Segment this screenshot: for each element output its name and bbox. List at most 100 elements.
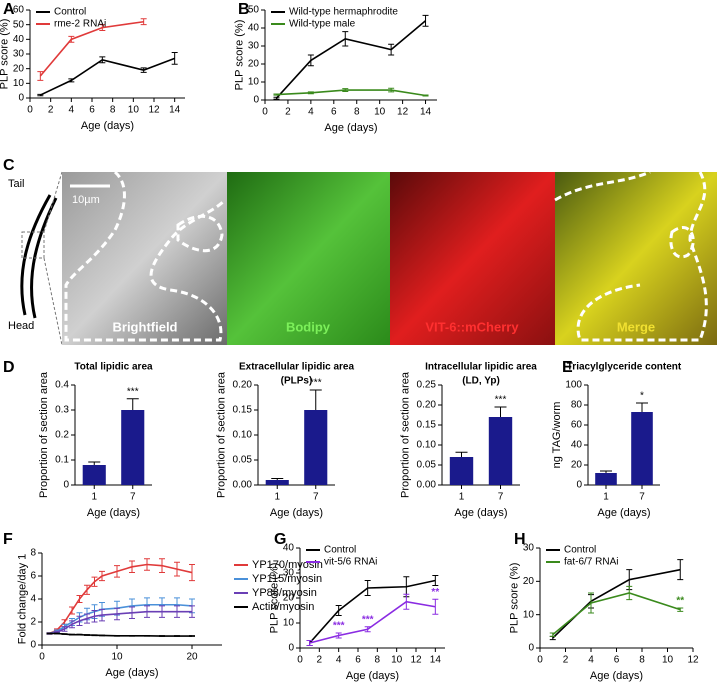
panel-label: C (3, 157, 15, 174)
image-label: Bodipy (286, 319, 331, 334)
error-bar (99, 24, 106, 32)
y-tick-label: 0.05 (233, 455, 253, 466)
y-tick-label: 2 (30, 617, 36, 628)
x-tick-label: 12 (397, 107, 409, 118)
error-bar (307, 54, 314, 67)
y-tick-label: 10 (523, 609, 535, 620)
x-tick-label: 2 (285, 107, 291, 118)
x-axis-label: Age (days) (454, 507, 507, 519)
x-tick-label: 10 (111, 652, 123, 663)
legend-label: Control (324, 545, 356, 556)
panel-c: C Tail Head 10µm Brightfield Bodipy VIT-… (3, 157, 717, 346)
x-tick-label: 1 (603, 492, 609, 503)
error-bar (342, 31, 349, 47)
y-axis-label: PLP score (%) (269, 563, 281, 634)
legend-label: YP88/myosin (252, 587, 317, 599)
error-bar (54, 632, 60, 635)
error-bar (99, 634, 105, 637)
error-bar (335, 605, 342, 616)
y-tick-label: 20 (283, 593, 295, 604)
bar (449, 457, 474, 485)
error-bar (271, 478, 284, 480)
error-bar (403, 593, 410, 610)
legend-label: Wild-type hermaphrodite (289, 7, 398, 18)
error-bar (342, 88, 349, 93)
y-tick-label: 0.3 (55, 405, 69, 416)
y-axis-label: Proportion of section area (216, 371, 228, 498)
y-tick-label: 0.10 (417, 440, 437, 451)
y-axis-label: Proportion of section area (38, 371, 50, 498)
error-bar (174, 561, 180, 577)
error-bar (91, 634, 98, 637)
x-tick-label: 8 (110, 105, 116, 116)
y-tick-label: 0.05 (417, 460, 437, 471)
x-tick-label: 14 (430, 655, 442, 666)
error-bar (114, 634, 120, 637)
x-tick-label: 0 (262, 107, 268, 118)
y-tick-label: 30 (248, 41, 260, 52)
error-bar (76, 615, 83, 626)
error-bar (159, 558, 165, 574)
y-tick-label: 0.00 (233, 480, 253, 491)
error-bar (140, 18, 147, 26)
y-tick-label: 0.4 (55, 380, 69, 391)
error-bar (140, 67, 147, 73)
error-bar (636, 402, 648, 412)
error-bar (99, 570, 105, 582)
x-axis-label: Age (days) (270, 507, 323, 519)
error-bar (600, 470, 612, 473)
x-tick-label: 4 (308, 107, 314, 118)
y-tick-label: 0 (576, 480, 582, 491)
y-tick-label: 0 (18, 93, 24, 104)
y-tick-label: 100 (565, 380, 582, 391)
error-bar (189, 605, 195, 618)
significance: * (640, 391, 644, 402)
error-bar (69, 633, 75, 636)
x-axis-label: Age (days) (87, 507, 140, 519)
bar (265, 480, 289, 485)
x-tick-label: 8 (639, 655, 645, 666)
x-tick-label: 1 (274, 492, 280, 503)
y-axis-label: ng TAG/worm (551, 402, 563, 469)
x-tick-label: 10 (662, 655, 674, 666)
error-bar (588, 592, 594, 614)
legend-label: Wild-type male (289, 19, 356, 30)
y-axis-label: PLP score (%) (0, 19, 11, 90)
error-bar (364, 626, 371, 633)
y-tick-label: 60 (571, 420, 583, 431)
zoom-lines (43, 171, 63, 346)
y-axis-label: PLP score (%) (234, 20, 246, 91)
x-tick-label: 10 (391, 655, 403, 666)
error-bar (174, 635, 180, 637)
series-line (275, 20, 427, 99)
outlines (64, 170, 708, 342)
error-bar (422, 94, 429, 97)
x-tick-label: 14 (169, 105, 181, 116)
y-tick-label: 40 (13, 34, 25, 45)
y-tick-label: 40 (571, 440, 583, 451)
bar (121, 410, 145, 485)
chart-title: Intracellular lipidic area (425, 362, 537, 373)
error-bar (432, 598, 439, 615)
series-line (309, 579, 436, 644)
significance: ** (431, 587, 439, 598)
series-line (552, 592, 681, 636)
error-bar (171, 52, 178, 65)
y-tick-label: 20 (248, 59, 260, 70)
error-bar (91, 576, 98, 587)
x-tick-label: 1 (91, 492, 97, 503)
error-bar (422, 14, 429, 27)
scale-bar-label: 10µm (72, 194, 100, 206)
error-bar (69, 620, 75, 629)
error-bar (61, 633, 68, 635)
error-bar (144, 605, 150, 618)
x-tick-label: 6 (331, 107, 337, 118)
error-bar (129, 560, 135, 574)
y-tick-label: 10 (283, 618, 295, 629)
y-tick-label: 40 (248, 23, 260, 34)
bar (304, 410, 328, 485)
legend-label: Actin/myosin (252, 601, 314, 613)
x-tick-label: 10 (128, 105, 140, 116)
error-bar (273, 93, 280, 96)
